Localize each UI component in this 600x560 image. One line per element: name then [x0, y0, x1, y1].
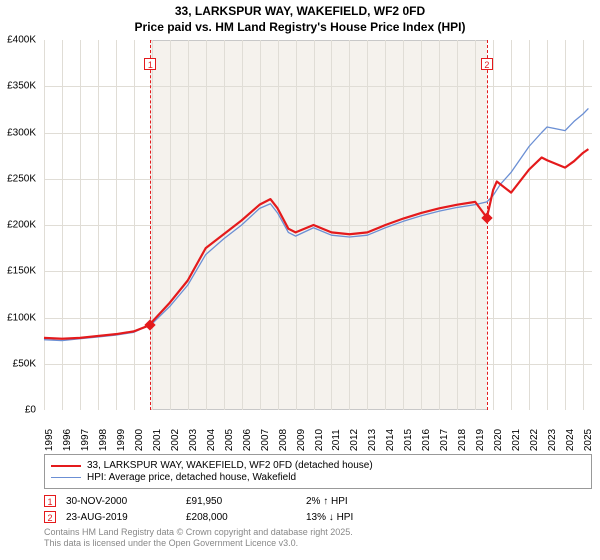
- x-tick-label: 2021: [511, 429, 522, 451]
- series-hpi: [44, 108, 588, 340]
- y-tick-label: £250K: [7, 173, 36, 184]
- y-tick-label: £50K: [13, 358, 36, 369]
- x-tick-label: 2023: [547, 429, 558, 451]
- x-axis: 1995 1996 1997 1998 1999 2000 2001 2002 2003 2004…: [44, 412, 592, 452]
- transaction-vs-hpi: 13% ↓ HPI: [306, 512, 416, 523]
- transaction-table: 1 30-NOV-2000 £91,950 2% ↑ HPI 2 23-AUG-2019 £…: [44, 493, 592, 525]
- x-tick-label: 2010: [314, 429, 325, 451]
- transaction-price: £208,000: [186, 512, 296, 523]
- legend-label: 33, LARKSPUR WAY, WAKEFIELD, WF2 0FD (de…: [87, 460, 373, 471]
- x-tick-label: 2020: [493, 429, 504, 451]
- y-tick-label: £200K: [7, 220, 36, 231]
- legend-swatch: [51, 477, 81, 478]
- chart-title: 33, LARKSPUR WAY, WAKEFIELD, WF2 0FD Pri…: [0, 0, 600, 35]
- title-line-2: Price paid vs. HM Land Registry's House …: [135, 20, 466, 34]
- x-tick-label: 2004: [206, 429, 217, 451]
- x-tick-label: 2022: [529, 429, 540, 451]
- x-tick-label: 2019: [475, 429, 486, 451]
- x-tick-label: 1998: [98, 429, 109, 451]
- y-tick-label: £100K: [7, 312, 36, 323]
- y-tick-label: £150K: [7, 266, 36, 277]
- transaction-row: 1 30-NOV-2000 £91,950 2% ↑ HPI: [44, 493, 592, 509]
- title-line-1: 33, LARKSPUR WAY, WAKEFIELD, WF2 0FD: [175, 4, 425, 18]
- transaction-row: 2 23-AUG-2019 £208,000 13% ↓ HPI: [44, 509, 592, 525]
- x-tick-label: 2017: [439, 429, 450, 451]
- x-tick-label: 2009: [296, 429, 307, 451]
- line-layer: [44, 40, 592, 410]
- x-tick-label: 2006: [242, 429, 253, 451]
- transaction-index-box: 1: [44, 495, 56, 507]
- plot-area: 12: [44, 40, 592, 410]
- x-tick-label: 2013: [367, 429, 378, 451]
- x-tick-label: 2007: [260, 429, 271, 451]
- transaction-vs-hpi: 2% ↑ HPI: [306, 496, 416, 507]
- legend-swatch: [51, 465, 81, 467]
- chart-container: 33, LARKSPUR WAY, WAKEFIELD, WF2 0FD Pri…: [0, 0, 600, 560]
- legend-box: 33, LARKSPUR WAY, WAKEFIELD, WF2 0FD (de…: [44, 454, 592, 489]
- x-tick-label: 1999: [116, 429, 127, 451]
- x-tick-label: 1997: [80, 429, 91, 451]
- x-tick-label: 1996: [62, 429, 73, 451]
- footnote-line-2: This data is licensed under the Open Gov…: [44, 538, 298, 548]
- legend-row: HPI: Average price, detached house, Wake…: [51, 472, 585, 483]
- x-tick-label: 2001: [152, 429, 163, 451]
- y-axis: £0£50K£100K£150K£200K£250K£300K£350K£400…: [0, 40, 40, 410]
- y-tick-label: £350K: [7, 81, 36, 92]
- event-marker-box: 1: [144, 58, 156, 70]
- x-tick-label: 2012: [349, 429, 360, 451]
- y-tick-label: £0: [25, 405, 36, 416]
- x-tick-label: 2003: [188, 429, 199, 451]
- x-tick-label: 2011: [331, 429, 342, 451]
- transaction-date: 23-AUG-2019: [66, 512, 176, 523]
- footnote-line-1: Contains HM Land Registry data © Crown c…: [44, 527, 353, 537]
- event-marker-box: 2: [481, 58, 493, 70]
- y-tick-label: £400K: [7, 35, 36, 46]
- transaction-price: £91,950: [186, 496, 296, 507]
- legend-row: 33, LARKSPUR WAY, WAKEFIELD, WF2 0FD (de…: [51, 460, 585, 471]
- transaction-date: 30-NOV-2000: [66, 496, 176, 507]
- x-tick-label: 1995: [44, 429, 55, 451]
- x-tick-label: 2000: [134, 429, 145, 451]
- x-tick-label: 2002: [170, 429, 181, 451]
- x-tick-label: 2025: [583, 429, 594, 451]
- footnote: Contains HM Land Registry data © Crown c…: [44, 527, 592, 549]
- legend-area: 33, LARKSPUR WAY, WAKEFIELD, WF2 0FD (de…: [44, 454, 592, 549]
- legend-label: HPI: Average price, detached house, Wake…: [87, 472, 296, 483]
- x-tick-label: 2024: [565, 429, 576, 451]
- x-tick-label: 2005: [224, 429, 235, 451]
- y-tick-label: £300K: [7, 127, 36, 138]
- x-tick-label: 2008: [278, 429, 289, 451]
- x-tick-label: 2016: [421, 429, 432, 451]
- x-tick-label: 2014: [385, 429, 396, 451]
- x-tick-label: 2018: [457, 429, 468, 451]
- x-tick-label: 2015: [403, 429, 414, 451]
- transaction-index-box: 2: [44, 511, 56, 523]
